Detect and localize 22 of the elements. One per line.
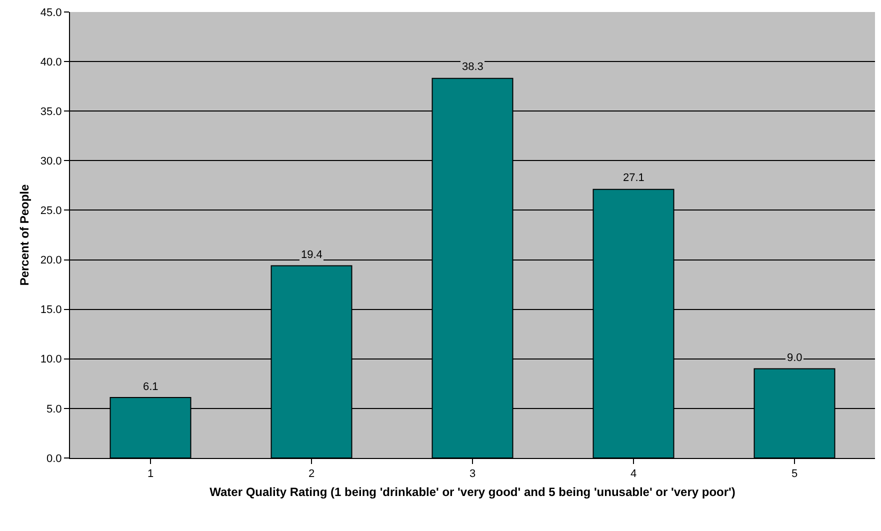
x-tick-label: 2 — [308, 468, 315, 480]
y-tick-label: 15.0 — [40, 304, 62, 316]
data-label: 9.0 — [787, 352, 802, 364]
y-tick-label: 35.0 — [40, 106, 62, 118]
y-axis-title: Percent of People — [18, 184, 32, 286]
x-tick-label: 5 — [791, 468, 798, 480]
y-tick-label: 30.0 — [40, 156, 62, 168]
x-tick-label: 3 — [469, 468, 476, 480]
data-label: 19.4 — [301, 249, 322, 261]
x-tick-label: 4 — [630, 468, 637, 480]
data-label: 6.1 — [143, 381, 158, 393]
y-tick-label: 40.0 — [40, 56, 62, 68]
x-axis-title: Water Quality Rating (1 being 'drinkable' or 'very good' and 5 being 'unusable' or 'very poor') — [210, 485, 736, 500]
y-tick-label: 25.0 — [40, 205, 62, 218]
data-label: 27.1 — [623, 172, 644, 184]
y-tick-label: 45.0 — [40, 6, 62, 19]
y-tick-label: 20.0 — [40, 254, 62, 267]
x-tick-label: 1 — [147, 468, 154, 480]
y-tick-label: 0.0 — [46, 452, 62, 465]
data-label: 38.3 — [462, 61, 484, 73]
y-tick-label: 5.0 — [46, 403, 62, 416]
y-tick-label: 10.0 — [40, 354, 62, 366]
